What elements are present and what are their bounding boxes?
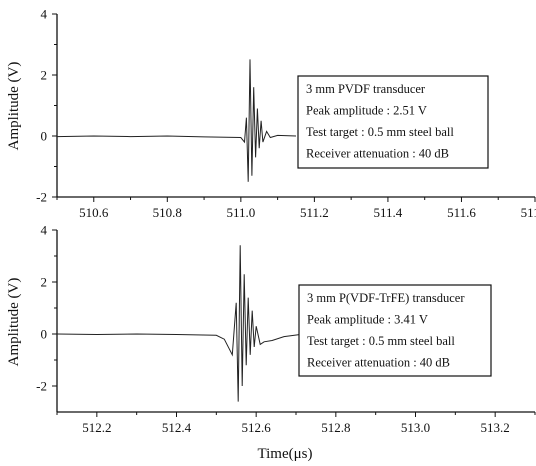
x-tick-label: 513.0: [401, 420, 430, 435]
y-tick-label: 0: [41, 327, 48, 342]
legend-line: Test target : 0.5 mm steel ball: [306, 125, 454, 139]
y-tick-label: 0: [41, 129, 48, 144]
legend-line: Peak amplitude : 2.51 V: [306, 104, 427, 118]
x-tick-label: 511.4: [374, 205, 403, 220]
x-tick-label: 511.2: [300, 205, 329, 220]
y-tick-label: 4: [41, 7, 48, 22]
legend-box: [298, 284, 492, 377]
x-tick-label: 510.8: [153, 205, 182, 220]
x-axis-title: Time(μs): [258, 446, 313, 462]
x-tick-label: 511.6: [447, 205, 476, 220]
signal-trace: [56, 59, 297, 182]
x-tick-label: 511.0: [226, 205, 255, 220]
x-tick-label: 512.6: [242, 420, 272, 435]
legend-line: Test target : 0.5 mm steel ball: [307, 334, 455, 348]
x-tick-label: 513.2: [481, 420, 510, 435]
legend-line: 3 mm P(VDF-TrFE) transducer: [307, 291, 465, 305]
legend-line: 3 mm PVDF transducer: [306, 82, 426, 96]
x-tick-label: 512.4: [162, 420, 192, 435]
x-tick-label: 510.6: [79, 205, 109, 220]
legend-box: [297, 75, 489, 169]
y-axis-title-bottom: Amplitude (V): [6, 278, 22, 367]
y-axis-title-top: Amplitude (V): [6, 62, 22, 151]
y-tick-label: -2: [36, 379, 47, 394]
y-tick-label: 2: [41, 68, 48, 83]
y-tick-label: 2: [41, 275, 48, 290]
x-tick-label: 512.2: [82, 420, 111, 435]
legend-line: Receiver attenuation : 40 dB: [306, 147, 449, 161]
y-tick-label: -2: [36, 190, 47, 205]
signal-trace: [56, 245, 305, 402]
x-tick-label: 511.8: [521, 205, 536, 220]
legend-line: Peak amplitude : 3.41 V: [307, 313, 428, 327]
y-tick-label: 4: [41, 223, 48, 238]
legend-line: Receiver attenuation : 40 dB: [307, 356, 450, 370]
x-tick-label: 512.8: [321, 420, 350, 435]
